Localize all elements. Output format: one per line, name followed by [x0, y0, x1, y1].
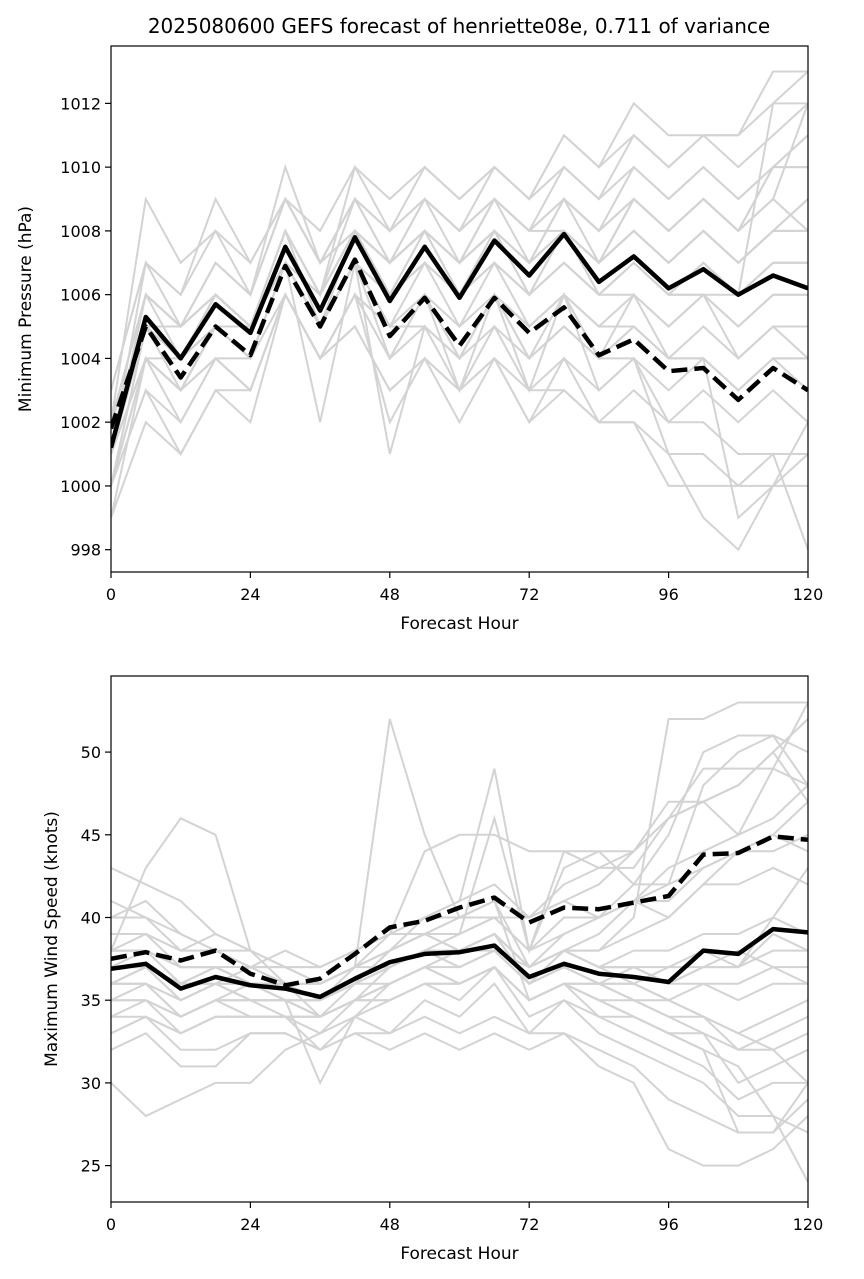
y-tick-label: 1004: [60, 349, 101, 368]
x-tick-label: 0: [106, 1215, 116, 1234]
x-tick-label: 48: [380, 585, 400, 604]
x-tick-label: 48: [380, 1215, 400, 1234]
y-tick-label: 40: [81, 908, 101, 927]
x-tick-label: 96: [658, 1215, 678, 1234]
ensemble-member-line: [111, 965, 808, 1018]
ensemble-member-line: [111, 932, 808, 1035]
y-tick-label: 1008: [60, 222, 101, 241]
wind-panel: 0 24 48 72 96 120 25 30 35 40 45 50 Forecast Hour Max…: [42, 675, 824, 1264]
ensemble-member-line: [111, 750, 808, 1002]
y-tick-label: 35: [81, 991, 101, 1010]
y-tick-label: 1006: [60, 286, 101, 305]
plot-area: [111, 701, 808, 1183]
y-tick-label: 1010: [60, 158, 101, 177]
x-axis-label: Forecast Hour: [400, 1244, 518, 1264]
y-tick-label: 25: [81, 1157, 101, 1176]
dashed-series-line: [111, 834, 808, 988]
y-tick-label: 30: [81, 1074, 101, 1093]
ensemble-member-line: [111, 102, 808, 487]
x-tick-label: 72: [519, 585, 539, 604]
x-tick-label: 24: [240, 585, 260, 604]
y-tick-label: 50: [81, 743, 101, 762]
x-tick-label: 72: [519, 1215, 539, 1234]
y-axis-label: Maximum Wind Speed (knots): [42, 811, 62, 1067]
y-tick-label: 998: [70, 541, 101, 560]
y-tick-label: 1002: [60, 413, 101, 432]
x-tick-label: 96: [658, 585, 678, 604]
figure-title: 2025080600 GEFS forecast of henriette08e…: [148, 14, 770, 38]
y-tick-label: 1012: [60, 94, 101, 113]
ensemble-member-line: [111, 292, 808, 487]
axes-frame: [110, 675, 809, 1203]
x-axis-label: Forecast Hour: [400, 614, 518, 634]
x-tick-label: 120: [793, 1215, 824, 1234]
x-tick-label: 120: [793, 585, 824, 604]
ensemble-member-line: [111, 1015, 808, 1134]
solid-series-line: [111, 926, 808, 1000]
ensemble-member-line: [111, 866, 808, 969]
y-tick-label: 1000: [60, 477, 101, 496]
ensemble-member-line: [111, 198, 808, 455]
x-tick-label: 0: [106, 585, 116, 604]
pressure-panel: 0 24 48 72 96 120 998 1000 1002 1004 1006 1008 1010 1…: [16, 45, 824, 634]
axes-frame: [110, 45, 809, 573]
x-tick-label: 24: [240, 1215, 260, 1234]
y-axis-label: Minimum Pressure (hPa): [16, 206, 36, 412]
y-tick-label: 45: [81, 826, 101, 845]
plot-area: [111, 70, 808, 552]
solid-series-line: [111, 231, 808, 449]
